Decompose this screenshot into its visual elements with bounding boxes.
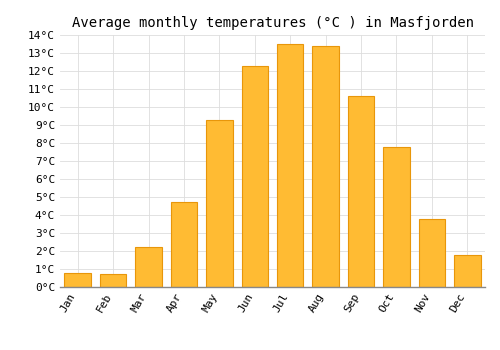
Bar xyxy=(418,219,445,287)
Bar xyxy=(242,65,268,287)
Bar xyxy=(206,120,233,287)
Bar xyxy=(100,274,126,287)
Bar xyxy=(170,202,197,287)
Bar xyxy=(312,46,339,287)
Title: Average monthly temperatures (°C ) in Masfjorden: Average monthly temperatures (°C ) in Ma… xyxy=(72,16,473,30)
Bar xyxy=(383,147,409,287)
Bar xyxy=(348,96,374,287)
Bar xyxy=(277,44,303,287)
Bar xyxy=(64,273,91,287)
Bar xyxy=(454,254,480,287)
Bar xyxy=(136,247,162,287)
